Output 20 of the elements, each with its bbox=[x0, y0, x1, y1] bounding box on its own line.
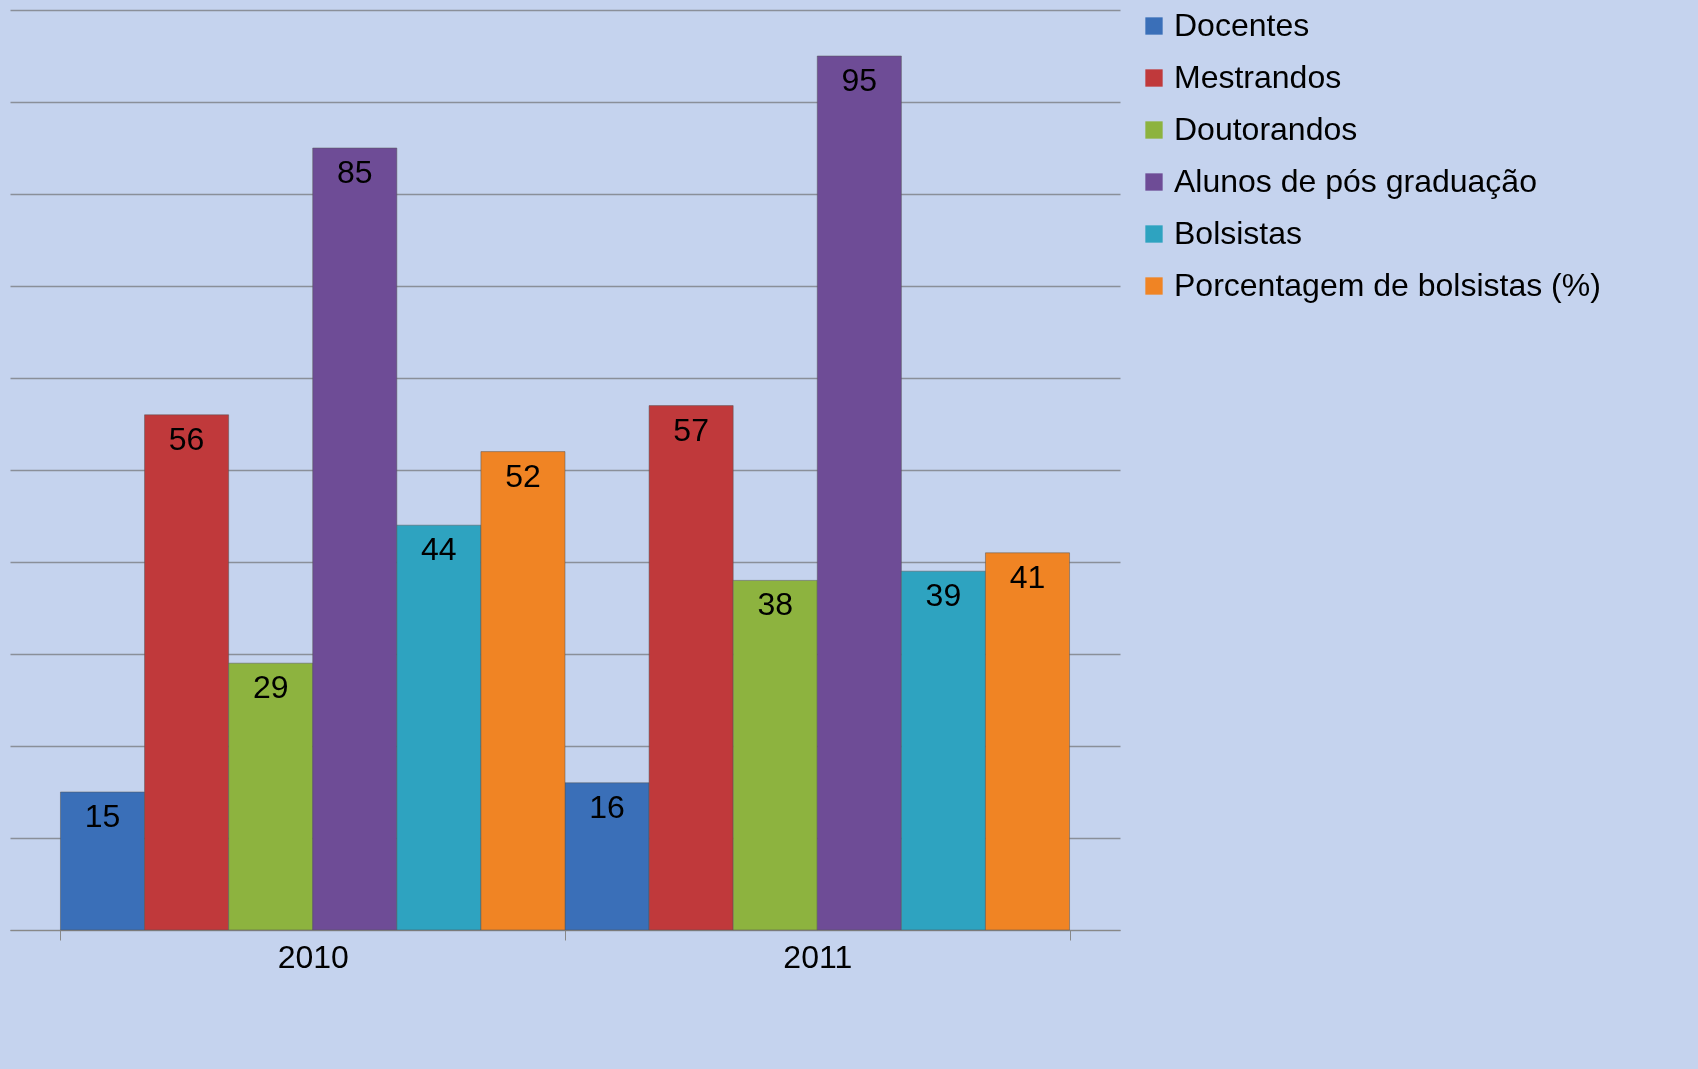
data-label: 95 bbox=[841, 62, 878, 98]
x-tick-label: 2010 bbox=[277, 938, 349, 975]
data-label: 29 bbox=[252, 669, 289, 706]
legend-label: Doutorandos bbox=[1174, 111, 1358, 147]
legend-label: Mestrandos bbox=[1174, 59, 1342, 95]
legend-label: Alunos de pós graduação bbox=[1174, 163, 1537, 199]
data-label: 52 bbox=[505, 457, 541, 494]
data-label: 85 bbox=[336, 154, 373, 190]
data-label: 39 bbox=[925, 577, 962, 614]
data-label: 38 bbox=[757, 586, 794, 623]
data-label: 16 bbox=[589, 788, 625, 825]
data-label: 15 bbox=[84, 798, 121, 834]
legend-label: Docentes bbox=[1174, 7, 1310, 43]
legend-label: Porcentagem de bolsistas (%) bbox=[1174, 267, 1601, 303]
data-label: 56 bbox=[168, 420, 205, 457]
data-label: 57 bbox=[673, 411, 709, 448]
legend-label: Bolsistas bbox=[1174, 215, 1303, 251]
data-label: 44 bbox=[421, 531, 457, 568]
data-label: 41 bbox=[1009, 558, 1046, 595]
x-tick-label: 2011 bbox=[783, 938, 853, 975]
